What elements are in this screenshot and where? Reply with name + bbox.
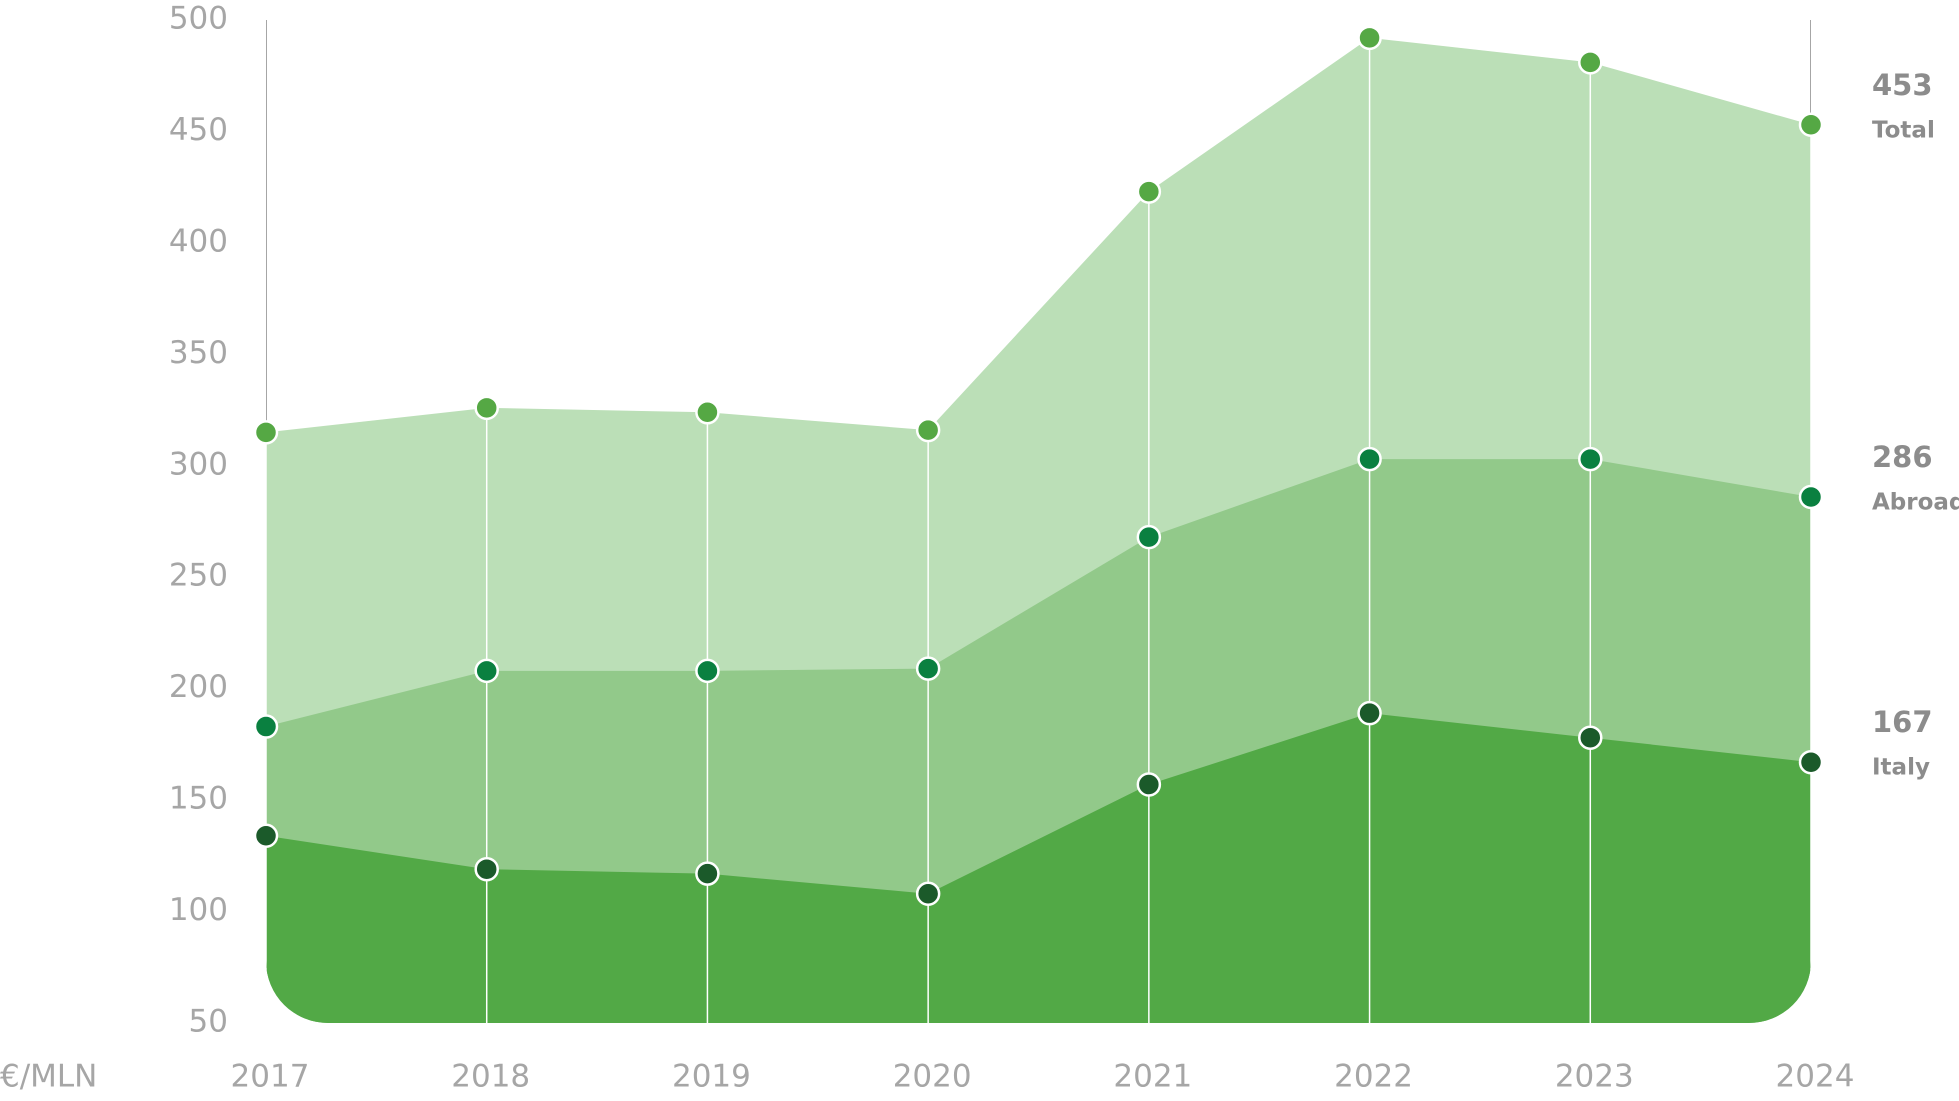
- marker: [474, 856, 499, 882]
- x-tick-label: 2021: [1113, 1059, 1192, 1095]
- x-tick-label: 2019: [672, 1059, 751, 1095]
- series-value: 453: [1872, 68, 1933, 102]
- y-tick-label: 350: [169, 335, 228, 371]
- series-value: 286: [1872, 440, 1933, 474]
- marker: [1578, 446, 1603, 472]
- y-tick-label: 250: [169, 558, 228, 594]
- y-tick-label: 150: [169, 781, 228, 817]
- x-tick-label: 2017: [231, 1059, 310, 1095]
- marker: [915, 881, 941, 906]
- y-tick-label: 300: [169, 446, 228, 482]
- x-tick-label: 2023: [1555, 1059, 1634, 1095]
- legend-label: Abroad: [1872, 489, 1959, 515]
- y-tick-label: 400: [169, 223, 228, 259]
- marker: [1357, 25, 1382, 51]
- y-tick-label: 200: [169, 669, 228, 705]
- marker: [1136, 772, 1162, 797]
- series-value: 167: [1872, 705, 1933, 739]
- marker: [253, 714, 279, 739]
- marker: [1357, 446, 1382, 472]
- marker: [1578, 725, 1603, 750]
- y-tick-label: 50: [189, 1004, 228, 1040]
- marker: [1136, 524, 1162, 550]
- unit-label: €/MLN: [0, 1059, 97, 1095]
- marker: [474, 658, 499, 684]
- marker: [695, 400, 720, 425]
- marker: [915, 656, 941, 681]
- x-tick-label: 2018: [451, 1059, 530, 1095]
- marker: [253, 823, 279, 849]
- y-tick-label: 450: [169, 112, 228, 148]
- marker: [1357, 700, 1382, 726]
- legend-label: Italy: [1872, 755, 1930, 781]
- x-tick-label: 2024: [1776, 1059, 1855, 1095]
- marker: [695, 658, 720, 684]
- marker: [1578, 50, 1603, 75]
- plot-area: [266, 20, 1811, 1023]
- area: [266, 713, 1811, 1023]
- legend-label: Total: [1872, 117, 1935, 143]
- y-tick-label: 100: [169, 892, 228, 928]
- x-tick-label: 2022: [1334, 1059, 1413, 1095]
- marker: [915, 417, 941, 443]
- marker: [1798, 749, 1824, 775]
- marker: [695, 861, 720, 886]
- marker: [1798, 484, 1824, 510]
- marker: [1136, 179, 1162, 204]
- marker: [1798, 112, 1824, 138]
- marker: [474, 395, 499, 421]
- marker: [253, 420, 279, 445]
- x-tick-label: 2020: [893, 1059, 972, 1095]
- y-tick-label: 500: [169, 1, 228, 37]
